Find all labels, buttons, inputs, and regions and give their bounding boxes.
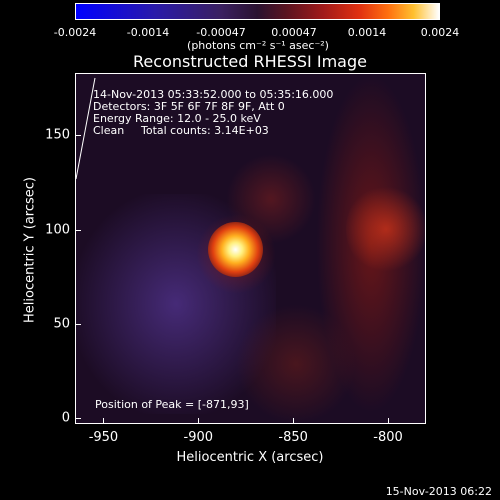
colorbar-tick-label: -0.0024: [53, 26, 97, 39]
colorbar-tick-label: 0.00047: [271, 26, 317, 39]
x-tick-label: -950: [88, 430, 119, 445]
colorbar-unit-label: (photons cm⁻² s⁻¹ asec⁻²): [187, 39, 329, 52]
x-tick-mark: [198, 418, 200, 424]
y-axis-label: Heliocentric Y (arcsec): [22, 177, 38, 323]
colorbar: [75, 3, 440, 20]
heatmap-plot-area: 14-Nov-2013 05:33:52.000 to 05:35:16.000…: [75, 73, 426, 424]
y-tick-label: 50: [53, 316, 70, 332]
limb-line: [76, 77, 96, 180]
y-tick-label: 0: [61, 410, 70, 426]
annotation-peak: Position of Peak = [-871,93]: [95, 398, 249, 411]
y-tick-mark: [75, 135, 81, 137]
colorbar-tick-label: 0.0014: [347, 26, 387, 39]
y-tick-mark: [75, 229, 81, 231]
x-tick-label: -850: [278, 430, 308, 445]
annotation-time: 14-Nov-2013 05:33:52.000 to 05:35:16.000: [93, 88, 334, 101]
colorbar-tick-label: -0.0014: [126, 26, 170, 39]
x-tick-label: -900: [183, 430, 214, 445]
datestamp: 15-Nov-2013 06:22: [385, 485, 492, 498]
x-tick-label: -800: [373, 430, 403, 445]
y-tick-label: 100: [45, 222, 70, 238]
annotation-detectors: Detectors: 3F 5F 6F 7F 8F 9F, Att 0: [93, 100, 285, 113]
y-tick-mark: [75, 323, 81, 325]
chart-title: Reconstructed RHESSI Image: [133, 52, 367, 71]
annotation-counts: Total counts: 3.14E+03: [141, 124, 269, 137]
x-axis-label: Heliocentric X (arcsec): [176, 450, 324, 465]
flare-peak: [208, 222, 263, 277]
annotation-energy: Energy Range: 12.0 - 25.0 keV: [93, 112, 261, 125]
annotation-method: Clean: [93, 124, 125, 137]
x-tick-mark: [388, 418, 390, 424]
y-tick-label: 150: [45, 127, 70, 143]
x-tick-mark: [293, 418, 295, 424]
y-tick-mark: [75, 418, 81, 420]
colorbar-tick-label: -0.00047: [196, 26, 246, 39]
x-tick-mark: [103, 418, 105, 424]
colorbar-tick-label: 0.0024: [420, 26, 460, 39]
